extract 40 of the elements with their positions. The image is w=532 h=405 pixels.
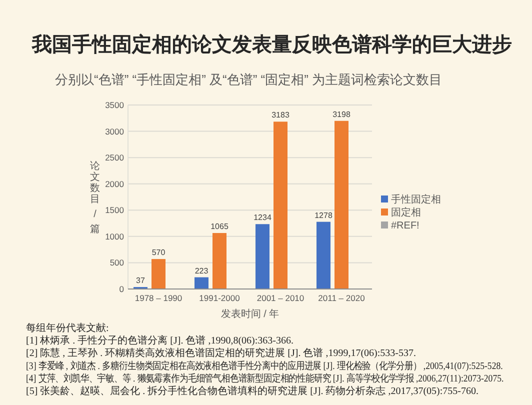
y-axis-title: 论文数目 / 篇 xyxy=(90,160,100,235)
data-label: 223 xyxy=(194,266,209,276)
text: [1] 林炳承 . 手性分子的色谱分离 [J]. 色谱 ,1990,8(06):363-366. xyxy=(26,334,294,347)
y-tick-label: 2000 xyxy=(105,178,124,189)
y-tick-label: 2500 xyxy=(105,152,124,163)
bar xyxy=(316,222,330,289)
bar xyxy=(194,277,208,289)
bar xyxy=(255,224,270,289)
bar xyxy=(151,259,166,289)
y-tick-label: 500 xyxy=(110,258,124,268)
y-tick-label: 1000 xyxy=(105,231,124,242)
text: [3] 李爱峰 , 刘道杰 . 多糖衍生物类固定相在高效液相色谱手性分离中的应用进展 [J]. 理化检验（化学分册） ,2005,41(07):525-528. xyxy=(26,360,503,372)
x-axis-title: 发表时间 / 年 xyxy=(220,308,280,320)
chart-title: 我国手性固定相的论文发表量反映色谱科学的巨大进步 xyxy=(31,33,512,56)
x-tick-label: 1978 – 1990 xyxy=(134,293,182,303)
text: [5] 张美龄、赵暎、屈会化 . 拆分手性化合物色谱填料的研究进展 [J]. 药物分析杂志 ,2017,37(05):755-760. xyxy=(26,385,478,397)
chart-subtitle: 分别以“色谱” “手性固定相” 及“色谱” “固定相” 为主题词检索论文数目 xyxy=(55,72,442,87)
text: 每组年份代表文献: xyxy=(26,322,109,334)
x-tick-label: 1991-2000 xyxy=(199,293,240,303)
bar xyxy=(273,122,288,289)
text: [4] 艾萍、刘凯华、宇敏、等 . 獭氨霉素作为毛细管气相色谱新型固定相的性能研究 [J]. 高等学校化学学报 ,2006,27(11):2073-2075. xyxy=(26,372,504,385)
data-label: 3198 xyxy=(332,110,351,119)
data-label: 1234 xyxy=(254,213,272,222)
data-label: 570 xyxy=(152,248,166,258)
legend-label: 手性固定相 xyxy=(391,194,441,206)
x-tick-label: 2001 – 2010 xyxy=(256,293,304,303)
legend-label: 固定相 xyxy=(391,206,421,218)
y-tick-label: 0 xyxy=(119,284,124,294)
y-tick-label: 1500 xyxy=(105,205,124,216)
data-label: 1278 xyxy=(314,210,333,220)
data-label: 3183 xyxy=(272,110,290,120)
legend-label: #REF! xyxy=(391,220,420,232)
x-tick-label: 2011 – 2020 xyxy=(318,293,366,303)
bar xyxy=(212,233,227,289)
y-tick-label: 3500 xyxy=(105,100,124,110)
bar xyxy=(334,120,349,289)
y-tick-label: 3000 xyxy=(105,126,124,136)
data-label: 37 xyxy=(136,276,146,286)
data-label: 1065 xyxy=(210,222,229,232)
text: [2] 陈慧 , 王琴孙 . 环糊精类高效液相色谱固定相的研究进展 [J]. 色谱 ,1999,17(06):533-537. xyxy=(26,347,416,360)
